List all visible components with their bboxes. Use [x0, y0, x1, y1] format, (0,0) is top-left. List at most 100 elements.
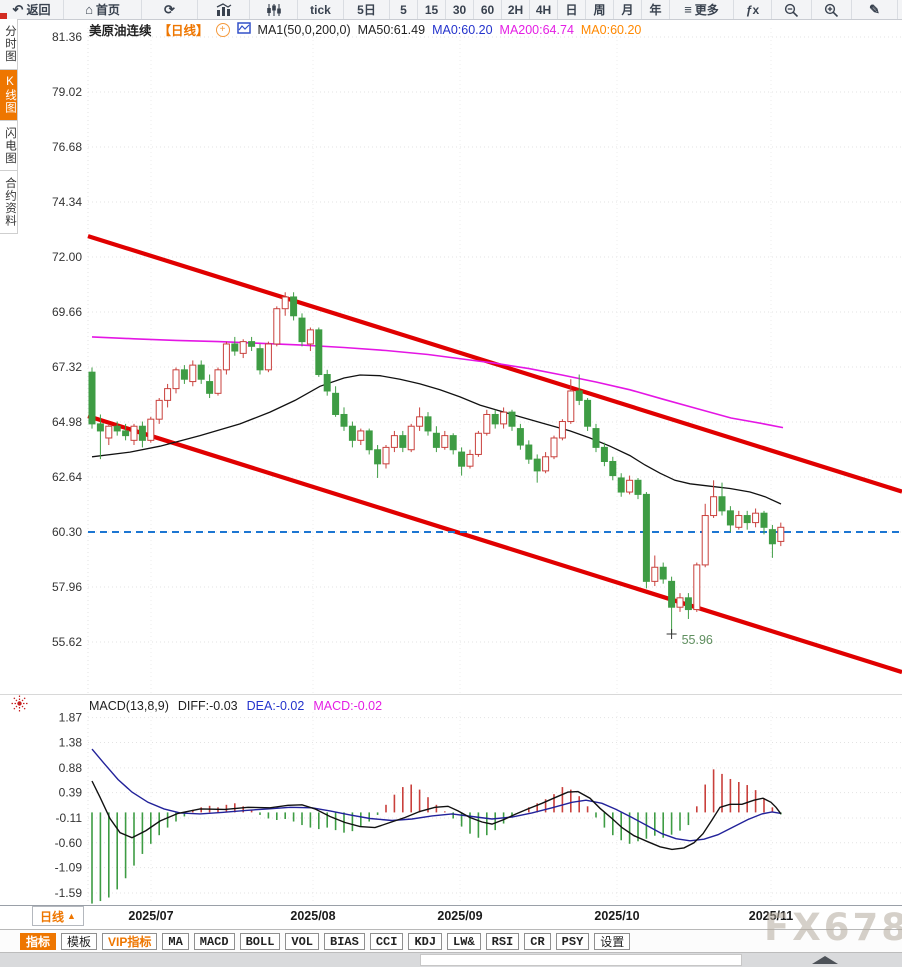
date-axis-strip [0, 905, 902, 930]
sidebar-item-contract-info[interactable]: 合约资料 [0, 171, 17, 234]
indicator-tabbar: 指标 模板 VIP指标 MA MACD BOLL VOL BIAS CCI KDJ LW& RSI CR… [0, 929, 902, 952]
toolbar-period-2h-button[interactable]: 2H [502, 0, 530, 19]
toolbar-candle-chart-button[interactable] [250, 0, 298, 19]
toolbar-period-60-label: 60 [480, 2, 495, 17]
refresh-icon: ⟳ [164, 2, 175, 17]
macd-title: MACD(13,8,9) [89, 699, 169, 713]
svg-text:0.39: 0.39 [59, 786, 83, 800]
toolbar-period-30-button[interactable]: 30 [446, 0, 474, 19]
toolbar-back-button[interactable]: ↶ 返回 [0, 0, 64, 19]
tab-rsi[interactable]: RSI [485, 932, 520, 950]
tab-vip指标[interactable]: VIP指标 [102, 932, 158, 950]
tab-macd[interactable]: MACD [193, 932, 235, 950]
tab-设置[interactable]: 设置 [594, 932, 631, 950]
watermark: FX678 [764, 906, 902, 949]
ma50-value: MA50:61.49 [357, 22, 426, 37]
toolbar-period-15-button[interactable]: 15 [418, 0, 446, 19]
toolbar-tick-label: tick [310, 2, 331, 17]
ma0-blue-value: MA0:60.20 [432, 22, 493, 37]
chart-header: 美原油连续 【日线】 + MA1(50,0,200,0) MA50:61.49 … [89, 20, 641, 39]
toolbar-bar-chart-button[interactable] [198, 0, 250, 19]
toolbar-period-year-label: 年 [649, 3, 662, 17]
toolbar-period-30-label: 30 [452, 2, 467, 17]
svg-text:55.96: 55.96 [682, 633, 713, 647]
toolbar-home-label: 首页 [95, 3, 120, 17]
pencil-icon: ✎ [869, 2, 880, 17]
svg-text:-0.11: -0.11 [56, 811, 83, 825]
add-indicator-icon[interactable]: + [215, 22, 230, 37]
horizontal-scrollbar[interactable] [0, 952, 902, 967]
tab-cr[interactable]: CR [524, 932, 551, 950]
candles-icon [266, 3, 281, 16]
corner-marker [0, 13, 7, 19]
tab-cci[interactable]: CCI [369, 932, 404, 950]
sidebar-item-timeshare-chart[interactable]: 分时图 [0, 19, 17, 70]
toolbar-period-week-button[interactable]: 周 [586, 0, 614, 19]
tab-psy[interactable]: PSY [555, 932, 590, 950]
svg-text:1.87: 1.87 [59, 711, 83, 725]
indicator-settings-icon[interactable] [11, 695, 28, 717]
toolbar-period-60-button[interactable]: 60 [474, 0, 502, 19]
tab-vol[interactable]: VOL [285, 932, 320, 950]
tab-lw&[interactable]: LW& [447, 932, 481, 950]
svg-text:-1.09: -1.09 [55, 861, 83, 875]
tab-boll[interactable]: BOLL [239, 932, 281, 950]
tab-ma[interactable]: MA [162, 932, 189, 950]
toolbar-period-5-label: 5 [400, 2, 407, 17]
toolbar-back-label: 返回 [26, 3, 51, 17]
toolbar-more-label: 更多 [694, 3, 719, 17]
toolbar-refresh-button[interactable]: ⟳ [142, 0, 198, 19]
chevron-up-icon: ▲ [67, 911, 76, 921]
toolbar-period-month-label: 月 [621, 3, 634, 17]
panel-divider [0, 694, 902, 695]
toolbar-zoom-in-button[interactable] [812, 0, 852, 19]
sidebar-item-flash-chart[interactable]: 闪电图 [0, 121, 17, 171]
toolbar-period-5-button[interactable]: 5 [390, 0, 418, 19]
tab-kdj[interactable]: KDJ [408, 932, 443, 950]
zoom-out-icon [784, 3, 798, 17]
toolbar-period-week-label: 周 [593, 3, 606, 17]
toolbar-period-4h-label: 4H [535, 2, 552, 17]
svg-text:79.02: 79.02 [52, 85, 82, 99]
svg-text:-1.59: -1.59 [55, 886, 83, 900]
scrollbar-thumb[interactable] [420, 954, 742, 966]
svg-text:67.32: 67.32 [52, 360, 82, 374]
toolbar-period-year-button[interactable]: 年 [642, 0, 670, 19]
toolbar-tick-button[interactable]: tick [298, 0, 344, 19]
toolbar-period-month-button[interactable]: 月 [614, 0, 642, 19]
period-selector-button[interactable]: 日线 ▲ [32, 906, 84, 926]
ma-settings-label: MA1(50,0,200,0) [257, 22, 351, 37]
toolbar-draw-button[interactable]: ✎ [852, 0, 898, 19]
scroll-up-arrow-icon[interactable] [812, 956, 838, 964]
svg-text:1.38: 1.38 [59, 735, 83, 749]
line-chart-icon [236, 22, 251, 37]
period-badge: 【日线】 [158, 24, 209, 38]
toolbar-fx-label: ƒx [745, 2, 760, 17]
toolbar-range-5d-button[interactable]: 5日 [344, 0, 390, 19]
macd-dea-value: DEA:-0.02 [246, 699, 305, 713]
sidebar-item-kline-chart[interactable]: K线图 [0, 69, 17, 121]
svg-text:0.88: 0.88 [59, 761, 83, 775]
svg-text:-0.60: -0.60 [55, 836, 83, 850]
toolbar-more-button[interactable]: ≡ 更多 [670, 0, 734, 19]
toolbar-period-day-label: 日 [565, 3, 578, 17]
toolbar-period-4h-button[interactable]: 4H [530, 0, 558, 19]
tab-bias[interactable]: BIAS [324, 932, 365, 950]
toolbar-period-day-button[interactable]: 日 [558, 0, 586, 19]
period-selector-label: 日线 [40, 909, 65, 924]
back-arrow-icon: ↶ [12, 2, 24, 17]
toolbar-fx-button[interactable]: ƒx [734, 0, 772, 19]
svg-text:57.96: 57.96 [52, 580, 82, 594]
tab-指标[interactable]: 指标 [20, 932, 57, 950]
menu-icon: ≡ [684, 2, 692, 17]
tab-模板[interactable]: 模板 [61, 932, 98, 950]
home-icon: ⌂ [85, 2, 93, 17]
svg-text:76.68: 76.68 [52, 140, 82, 154]
ma0-orange-value: MA0:60.20 [580, 22, 642, 37]
toolbar-home-button[interactable]: ⌂ 首页 [64, 0, 142, 19]
toolbar-zoom-out-button[interactable] [772, 0, 812, 19]
svg-text:64.98: 64.98 [52, 415, 82, 429]
svg-text:81.36: 81.36 [52, 30, 82, 44]
